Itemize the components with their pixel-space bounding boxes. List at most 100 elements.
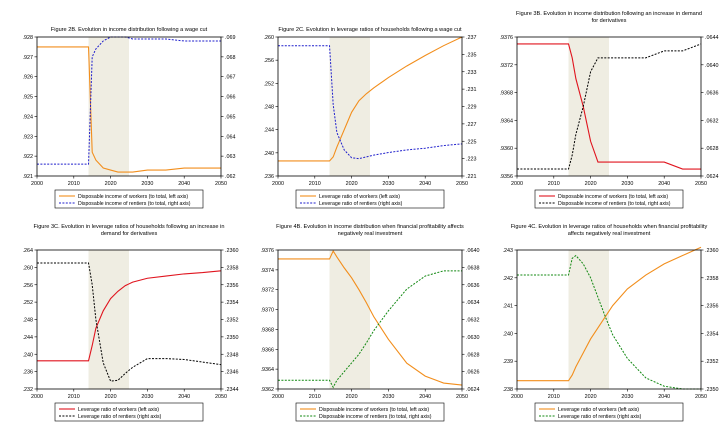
chart-title: for derivatives [592, 18, 627, 24]
right-axis-tick-label: .221 [466, 174, 477, 180]
right-axis-tick-label: .0624 [466, 387, 480, 393]
left-axis-tick-label: .9356 [500, 174, 514, 180]
series-line-workers [278, 36, 463, 162]
chart-title: Figure 2C. Evolution in leverage ratios … [278, 27, 462, 33]
shaded-period [88, 250, 129, 389]
right-axis-tick-label: .067 [225, 75, 236, 81]
left-axis-tick-label: .9372 [500, 63, 514, 69]
x-axis-tick-label: 2000 [272, 394, 284, 400]
right-axis-tick-label: .2358 [705, 276, 719, 282]
right-axis-tick-label: .065 [225, 114, 236, 120]
right-axis-tick-label: .062 [225, 174, 236, 180]
chart-panel-6: Figure 4C. Evolution in leverage ratios … [503, 224, 719, 422]
chart-panel-2: Figure 2C. Evolution in leverage ratios … [264, 27, 477, 209]
x-axis-tick-label: 2050 [456, 394, 468, 400]
x-axis-tick-label: 2020 [585, 394, 597, 400]
left-axis-tick-label: .248 [23, 318, 34, 324]
right-axis-tick-label: .2354 [705, 331, 719, 337]
left-axis-tick-label: .922 [23, 154, 34, 160]
left-axis-tick-label: .9362 [261, 387, 275, 393]
left-axis-tick-label: .9364 [261, 367, 275, 373]
right-axis-tick-label: .0632 [466, 318, 480, 324]
chart-panel-5: Figure 4B. Evolution in income distribut… [261, 224, 480, 422]
left-axis-tick-label: .240 [23, 352, 34, 358]
x-axis-tick-label: 2050 [695, 394, 707, 400]
right-axis-tick-label: .2356 [705, 304, 719, 310]
right-axis-tick-label: .2358 [225, 265, 239, 271]
right-axis-tick-label: .0624 [705, 174, 719, 180]
series-line-workers [278, 249, 463, 386]
x-axis-tick-label: 2030 [382, 394, 394, 400]
right-axis-tick-label: .2356 [225, 283, 239, 289]
right-axis-tick-label: .235 [466, 52, 477, 58]
right-axis-tick-label: .0640 [705, 63, 719, 69]
chart-title: Figure 2B. Evolution in income distribut… [51, 27, 208, 33]
shaded-period [568, 250, 609, 389]
x-axis-tick-label: 2040 [658, 394, 670, 400]
series-line-workers [37, 46, 221, 173]
x-axis-tick-label: 2050 [215, 394, 227, 400]
chart-title: Figure 3B. Evolution in income distribut… [516, 11, 702, 17]
left-axis-tick-label: .921 [23, 174, 34, 180]
plot-frame [36, 36, 222, 177]
series-line-rentiers [517, 43, 702, 170]
left-axis-tick-label: .9370 [261, 308, 275, 314]
x-axis-tick-label: 2020 [105, 394, 117, 400]
chart-title: demand for derivatives [101, 231, 158, 237]
shaded-period [88, 37, 129, 176]
left-axis-tick-label: .928 [23, 35, 34, 41]
chart-panel-4: Figure 3C. Evolution in leverage ratios … [23, 224, 239, 422]
left-axis-tick-label: .240 [503, 331, 514, 337]
left-axis-tick-label: .238 [503, 387, 514, 393]
x-axis-tick-label: 2040 [178, 394, 190, 400]
shaded-period [329, 37, 370, 176]
left-axis-tick-label: .9368 [500, 91, 514, 97]
legend-box [54, 189, 204, 209]
legend-label: Disposable income of workers (to total, … [558, 194, 668, 200]
x-axis-tick-label: 2050 [215, 181, 227, 187]
left-axis-tick-label: .240 [264, 151, 275, 157]
right-axis-tick-label: .223 [466, 157, 477, 163]
right-axis-tick-label: .0640 [466, 248, 480, 254]
legend-box [534, 402, 684, 422]
right-axis-tick-label: .063 [225, 154, 236, 160]
x-axis-tick-label: 2000 [272, 181, 284, 187]
left-axis-tick-label: .924 [23, 114, 34, 120]
x-axis-tick-label: 2010 [548, 394, 560, 400]
right-axis-tick-label: .2344 [225, 387, 239, 393]
right-axis-tick-label: .229 [466, 105, 477, 111]
chart-title: Figure 3C. Evolution in leverage ratios … [34, 224, 225, 230]
legend-label: Leverage ratio of workers (left axis) [78, 407, 159, 413]
x-axis-tick-label: 2000 [511, 394, 523, 400]
right-axis-tick-label: .064 [225, 134, 236, 140]
left-axis-tick-label: .248 [264, 105, 275, 111]
right-axis-tick-label: .237 [466, 35, 477, 41]
x-axis-tick-label: 2020 [105, 181, 117, 187]
left-axis-tick-label: .232 [23, 387, 34, 393]
left-axis-tick-label: .9376 [500, 35, 514, 41]
legend-label: Leverage ratio of rentiers (right axis) [319, 201, 403, 207]
chart-panel-1: Figure 2B. Evolution in income distribut… [23, 27, 236, 209]
left-axis-tick-label: .260 [23, 265, 34, 271]
left-axis-tick-label: .9372 [261, 288, 275, 294]
left-axis-tick-label: .252 [23, 300, 34, 306]
legend-label: Leverage ratio of rentiers (right axis) [78, 414, 162, 420]
chart-title: Figure 4B. Evolution in income distribut… [276, 224, 464, 230]
left-axis-tick-label: .260 [264, 35, 275, 41]
left-axis-tick-label: .242 [503, 276, 514, 282]
shaded-period [329, 250, 370, 389]
right-axis-tick-label: .0636 [466, 283, 480, 289]
left-axis-tick-label: .923 [23, 134, 34, 140]
right-axis-tick-label: .225 [466, 139, 477, 145]
x-axis-tick-label: 2020 [346, 394, 358, 400]
left-axis-tick-label: .9364 [500, 118, 514, 124]
right-axis-tick-label: .0636 [705, 91, 719, 97]
x-axis-tick-label: 2030 [621, 181, 633, 187]
left-axis-tick-label: .236 [23, 370, 34, 376]
right-axis-tick-label: .231 [466, 87, 477, 93]
right-axis-tick-label: .2352 [705, 359, 719, 365]
x-axis-tick-label: 2000 [31, 181, 43, 187]
left-axis-tick-label: .252 [264, 81, 275, 87]
